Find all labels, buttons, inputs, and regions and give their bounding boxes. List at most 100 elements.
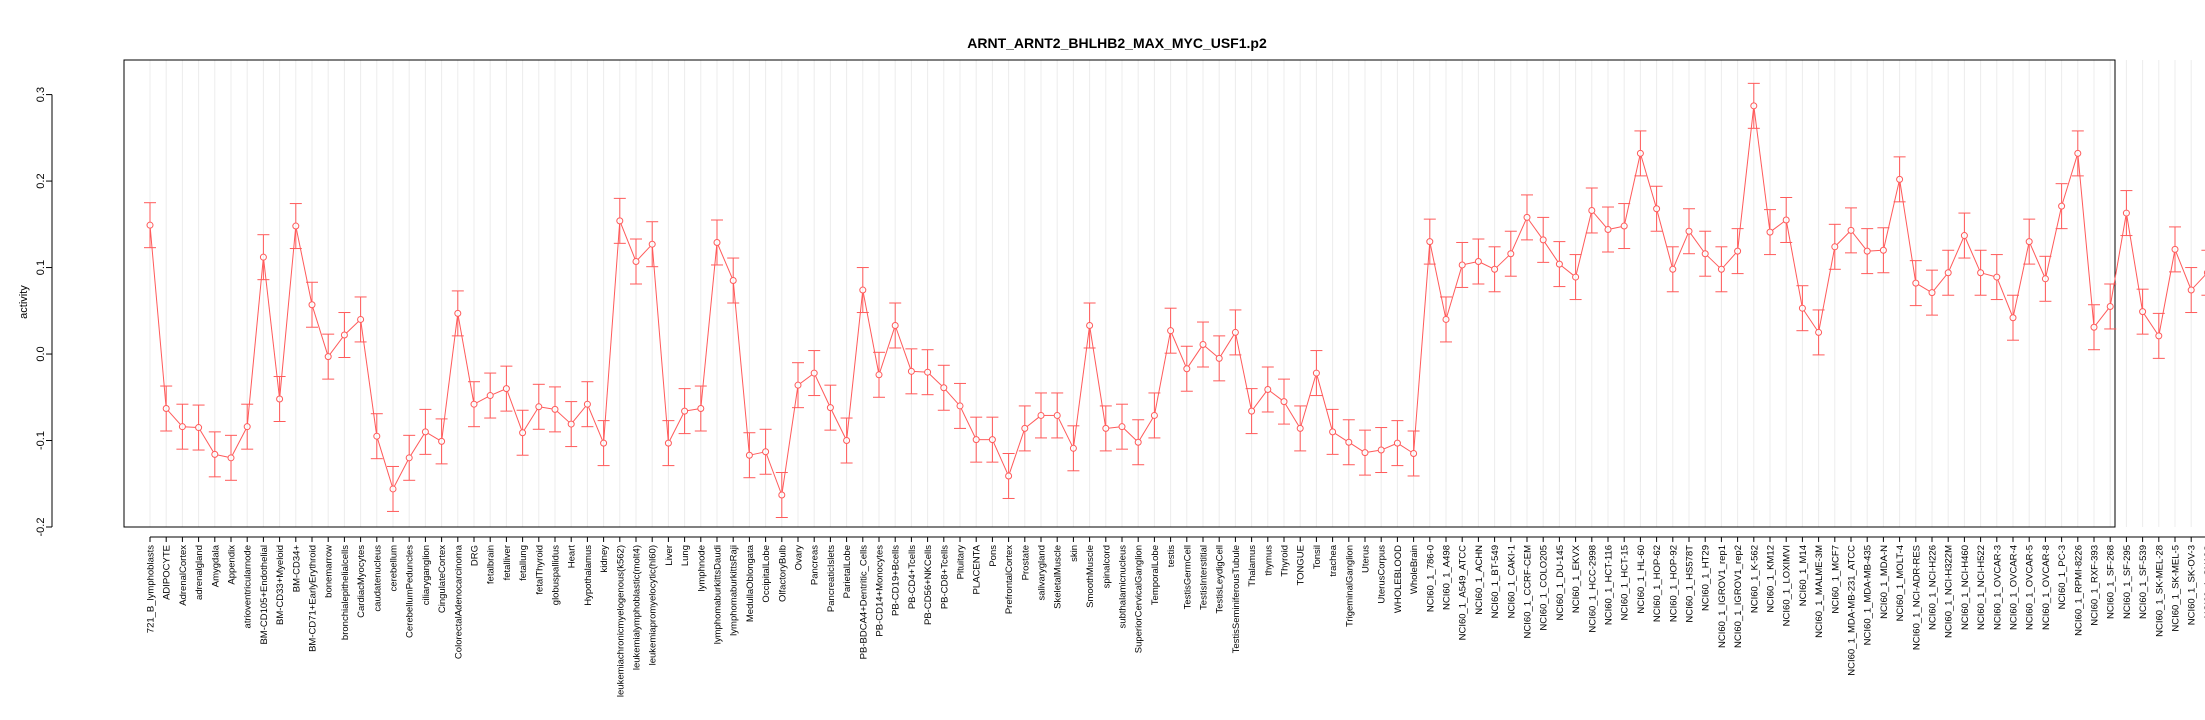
- data-point: [1604, 226, 1612, 234]
- data-point: [405, 454, 413, 462]
- series-segment: [1690, 233, 1704, 252]
- x-tick-label: Ovary: [794, 545, 805, 571]
- series-segment: [1300, 375, 1316, 426]
- data-point: [875, 371, 883, 379]
- x-tick-label: spinalcord: [1101, 545, 1112, 588]
- data-point: [308, 301, 316, 309]
- x-tick-label: TestisGermCell: [1182, 545, 1193, 609]
- x-tick-label: NCI60_1_HL-60: [1636, 545, 1647, 614]
- series-segment: [732, 283, 750, 453]
- x-tick-label: NCI60_1_IGROV1_rep1: [1717, 545, 1728, 648]
- x-tick-label: NCI60_1_NCI-ADR-RES: [1911, 545, 1922, 650]
- data-point: [2090, 323, 2098, 331]
- data-point: [178, 423, 186, 431]
- data-point: [681, 407, 689, 415]
- x-tick-label: PB-CD4+Tcells: [907, 545, 918, 609]
- x-tick-label: NCI60_1_MALME-3M: [1814, 545, 1825, 638]
- data-point: [940, 384, 948, 392]
- series-segment: [1528, 219, 1542, 238]
- data-point: [713, 238, 721, 246]
- series-segment: [1188, 346, 1202, 367]
- series-segment: [1351, 443, 1363, 452]
- series-segment: [1772, 221, 1784, 231]
- data-point: [1636, 149, 1644, 157]
- data-point: [1248, 407, 1256, 415]
- series-segment: [781, 388, 799, 492]
- data-point: [1118, 423, 1126, 431]
- y-tick-label: -0.1: [35, 431, 47, 450]
- series-segment: [1918, 284, 1930, 292]
- x-tick-label: salivarygland: [1037, 545, 1048, 600]
- y-axis: -0.2 -0.1 0.0 0.1 0.2 0.3: [35, 87, 53, 537]
- data-point: [2058, 202, 2066, 210]
- x-tick-label: TestisLeydigCell: [1215, 545, 1226, 614]
- series-segment: [1171, 333, 1187, 366]
- data-point: [1653, 205, 1661, 213]
- data-point: [826, 404, 834, 412]
- data-point: [1264, 385, 1272, 393]
- x-tick-label: NCI60_1_HOP-92: [1668, 545, 1679, 622]
- x-tick-label: NCI60_1_NCI-H226: [1928, 545, 1939, 630]
- data-point: [1021, 424, 1029, 432]
- series-segment: [1561, 265, 1574, 276]
- x-tick-label: NCI60_1_K-562: [1749, 545, 1760, 613]
- x-tick-label: trachea: [1328, 544, 1339, 576]
- series-segment: [1883, 182, 1900, 248]
- series-segment: [1235, 335, 1252, 409]
- data-point: [1944, 269, 1952, 277]
- x-tick-label: BM-CD34+: [291, 545, 302, 593]
- x-tick-label: fetalThyroid: [534, 545, 545, 595]
- y-tick-label: -0.2: [35, 518, 47, 537]
- x-tick-label: BM-CD33+Myeloid: [275, 545, 286, 625]
- data-point: [357, 315, 365, 323]
- data-point: [1199, 341, 1207, 349]
- data-point: [1296, 424, 1304, 432]
- series-segment: [199, 430, 214, 452]
- series-segment: [441, 316, 458, 439]
- data-point: [583, 400, 591, 408]
- series-segment: [492, 389, 504, 395]
- data-point: [1086, 321, 1094, 329]
- data-point: [1134, 438, 1142, 446]
- data-point: [1896, 175, 1904, 183]
- x-tick-label: SmoothMuscle: [1085, 545, 1096, 608]
- series-segment: [1496, 255, 1509, 268]
- series-segment: [1544, 242, 1559, 262]
- x-tick-label: OccipitalLobe: [761, 545, 772, 603]
- data-point: [1750, 102, 1758, 110]
- series-segment: [295, 229, 312, 302]
- data-point: [259, 253, 267, 261]
- x-tick-label: TestisInterstitial: [1199, 545, 1210, 610]
- x-tick-label: NCI60_1_HS578T: [1685, 545, 1696, 623]
- x-tick-label: lymphnode: [696, 545, 707, 591]
- series-segment: [1575, 213, 1592, 275]
- data-point: [1863, 247, 1871, 255]
- data-point: [1701, 250, 1709, 258]
- series-segment: [1465, 261, 1476, 265]
- data-point: [1555, 260, 1563, 268]
- series-segment: [752, 451, 763, 456]
- y-axis-label: activity: [18, 285, 30, 319]
- x-tick-label: Liver: [664, 545, 675, 566]
- series-segment: [1270, 391, 1282, 401]
- x-tick-label: NCI60_1_RXF-393: [2090, 545, 2101, 626]
- series-segment: [588, 406, 603, 441]
- data-point: [1960, 232, 1968, 240]
- x-tick-label: Tonsil: [1312, 545, 1323, 569]
- series-segment: [217, 454, 228, 458]
- series-segment: [2158, 252, 2175, 333]
- series-segment: [1139, 417, 1154, 440]
- series-segment: [1399, 444, 1412, 453]
- x-tick-label: ADIPOCYTE: [162, 545, 173, 600]
- series-segment: [2126, 216, 2143, 309]
- data-point: [2074, 149, 2082, 157]
- x-tick-label: NCI60_1_COLO205: [1539, 545, 1550, 631]
- x-tick-label: leukemialymphoblastic(molt4): [632, 545, 643, 670]
- series-segment: [993, 442, 1008, 474]
- x-tick-label: SuperiorCervicalGanglion: [1134, 545, 1145, 653]
- series-segment: [800, 374, 812, 384]
- data-point: [1815, 328, 1823, 336]
- data-point: [1329, 428, 1337, 436]
- series-segment: [1656, 211, 1673, 267]
- series-segment: [457, 316, 474, 402]
